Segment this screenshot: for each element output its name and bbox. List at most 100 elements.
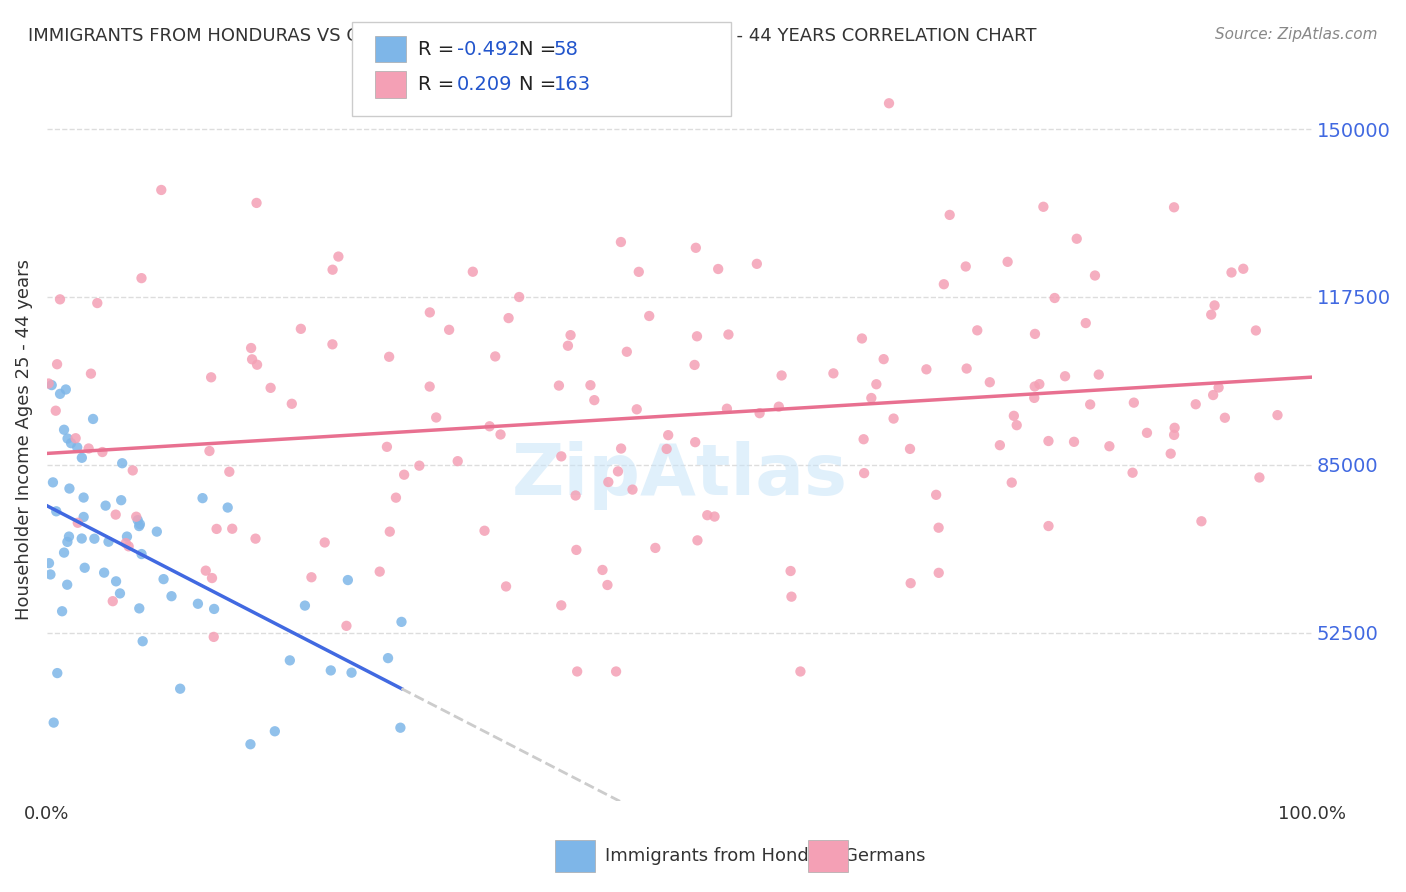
- Text: R =: R =: [418, 75, 460, 95]
- Point: [1054, 369, 1077, 384]
- Point: [1232, 261, 1254, 276]
- Point: [877, 96, 900, 111]
- Point: [49, 293, 72, 307]
- Point: [915, 362, 938, 376]
- Point: [385, 491, 408, 505]
- Point: [70, 450, 93, 465]
- Text: Germans: Germans: [844, 847, 925, 865]
- Point: [49, 387, 72, 401]
- Point: [65, 431, 87, 445]
- Text: -0.492: -0.492: [457, 39, 520, 59]
- Point: [1202, 388, 1225, 402]
- Point: [898, 442, 921, 456]
- Point: [86, 296, 108, 310]
- Point: [66, 516, 89, 530]
- Point: [1001, 475, 1024, 490]
- Point: [988, 438, 1011, 452]
- Point: [770, 368, 793, 383]
- Point: [1032, 200, 1054, 214]
- Point: [1087, 368, 1109, 382]
- Point: [626, 402, 648, 417]
- Point: [240, 352, 263, 367]
- Point: [128, 601, 150, 615]
- Point: [146, 524, 169, 539]
- Point: [928, 521, 950, 535]
- Point: [683, 435, 706, 450]
- Point: [685, 241, 707, 255]
- Point: [683, 358, 706, 372]
- Point: [638, 309, 661, 323]
- Point: [579, 378, 602, 392]
- Point: [1163, 428, 1185, 442]
- Text: 0.209: 0.209: [457, 75, 512, 95]
- Point: [46, 357, 69, 371]
- Point: [319, 664, 342, 678]
- Point: [202, 630, 225, 644]
- Point: [94, 499, 117, 513]
- Point: [321, 337, 343, 351]
- Point: [111, 456, 134, 470]
- Point: [1024, 326, 1046, 341]
- Text: Immigrants from Honduras: Immigrants from Honduras: [605, 847, 848, 865]
- Point: [1028, 377, 1050, 392]
- Point: [851, 331, 873, 345]
- Point: [644, 541, 666, 555]
- Point: [657, 428, 679, 442]
- Point: [447, 454, 470, 468]
- Point: [495, 579, 517, 593]
- Point: [557, 339, 579, 353]
- Point: [478, 419, 501, 434]
- Point: [53, 546, 76, 560]
- Point: [596, 578, 619, 592]
- Point: [70, 532, 93, 546]
- Point: [73, 560, 96, 574]
- Point: [900, 576, 922, 591]
- Point: [191, 491, 214, 505]
- Point: [77, 442, 100, 456]
- Point: [46, 666, 69, 681]
- Point: [66, 440, 89, 454]
- Point: [97, 534, 120, 549]
- Point: [610, 235, 633, 249]
- Point: [768, 400, 790, 414]
- Point: [45, 403, 67, 417]
- Point: [389, 721, 412, 735]
- Point: [340, 665, 363, 680]
- Point: [39, 567, 62, 582]
- Point: [259, 381, 281, 395]
- Point: [1163, 421, 1185, 435]
- Point: [1184, 397, 1206, 411]
- Point: [55, 383, 77, 397]
- Point: [707, 262, 730, 277]
- Point: [58, 530, 80, 544]
- Point: [105, 574, 128, 589]
- Point: [703, 509, 725, 524]
- Point: [246, 358, 269, 372]
- Point: [1249, 470, 1271, 484]
- Point: [72, 491, 94, 505]
- Point: [1136, 425, 1159, 440]
- Point: [194, 564, 217, 578]
- Point: [38, 556, 60, 570]
- Point: [378, 524, 401, 539]
- Point: [716, 401, 738, 416]
- Point: [131, 547, 153, 561]
- Point: [322, 262, 344, 277]
- Point: [114, 536, 136, 550]
- Point: [1024, 379, 1046, 393]
- Point: [169, 681, 191, 696]
- Point: [1074, 316, 1097, 330]
- Text: Source: ZipAtlas.com: Source: ZipAtlas.com: [1215, 27, 1378, 42]
- Point: [1189, 514, 1212, 528]
- Point: [419, 305, 441, 319]
- Point: [956, 361, 979, 376]
- Point: [1213, 410, 1236, 425]
- Point: [368, 565, 391, 579]
- Point: [474, 524, 496, 538]
- Point: [1066, 232, 1088, 246]
- Point: [489, 427, 512, 442]
- Point: [1199, 308, 1222, 322]
- Point: [997, 255, 1019, 269]
- Point: [129, 517, 152, 532]
- Point: [610, 442, 633, 456]
